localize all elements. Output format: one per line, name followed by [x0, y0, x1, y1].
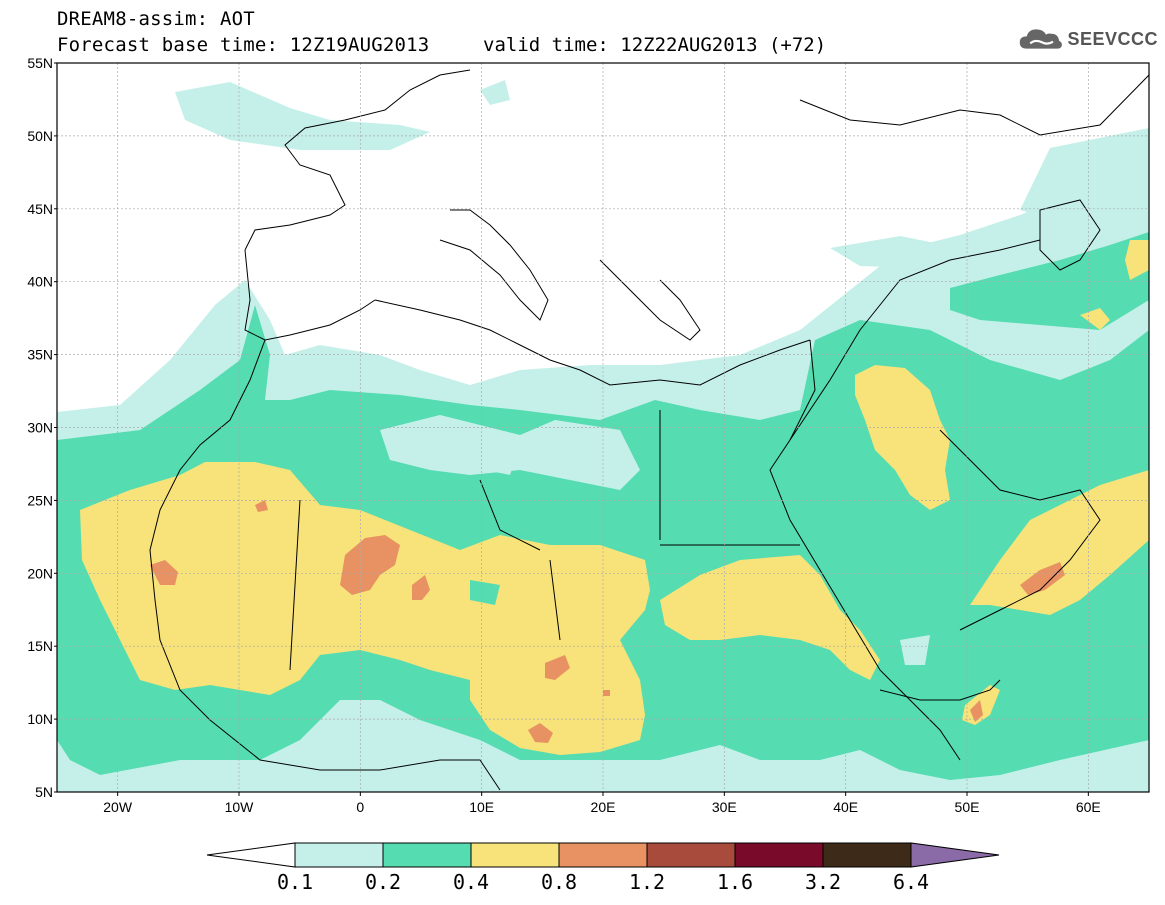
map-title: DREAM8-assim: AOT: [57, 8, 255, 30]
colorbar-label: 1.6: [717, 870, 753, 894]
seevccc-logo: SEEVCCC: [1018, 24, 1158, 54]
lon-label-50E: 50E: [955, 799, 980, 815]
aot-field-0-4: [80, 240, 1149, 755]
latitude-labels: 55N 50N 45N 40N 35N 30N 25N 20N 15N 10N 5N: [27, 55, 57, 800]
colorbar-segment: [822, 842, 912, 868]
lon-label-10W: 10W: [225, 799, 255, 815]
lon-label-40E: 40E: [833, 799, 858, 815]
lon-label-30E: 30E: [712, 799, 737, 815]
colorbar-label: 0.4: [453, 870, 489, 894]
colorbar-segment: [734, 842, 824, 868]
lon-label-20W: 20W: [103, 799, 133, 815]
colorbar-label: 0.2: [365, 870, 401, 894]
logo-text: SEEVCCC: [1067, 28, 1158, 49]
lat-label-20N: 20N: [27, 565, 53, 581]
colorbar-label: 1.2: [629, 870, 665, 894]
lat-label-10N: 10N: [27, 711, 53, 727]
aot-field-0-1-inner: [380, 415, 930, 665]
colorbar-segment: [294, 842, 384, 868]
lon-label-60E: 60E: [1076, 799, 1101, 815]
forecast-base-time: Forecast base time: 12Z19AUG2013: [57, 34, 430, 56]
lat-label-35N: 35N: [27, 347, 53, 363]
colorbar-segment: [470, 842, 560, 868]
lon-label-0: 0: [356, 799, 364, 815]
lon-label-10E: 10E: [469, 799, 494, 815]
colorbar-segment: [558, 842, 648, 868]
colorbar: 0.1 0.2 0.4 0.8 1.2 1.6 3.2 6.4: [206, 842, 1000, 894]
lat-label-50N: 50N: [27, 128, 53, 144]
aot-field-0-8: [150, 500, 1065, 743]
colorbar-under-arrow: [206, 842, 296, 868]
colorbar-label: 0.1: [277, 870, 313, 894]
colorbar-segment: [646, 842, 736, 868]
colorbar-label: 0.8: [541, 870, 577, 894]
lat-label-5N: 5N: [35, 784, 53, 800]
coastlines: [149, 69, 1149, 791]
lat-label-15N: 15N: [27, 638, 53, 654]
cloud-icon: [1019, 29, 1062, 49]
colorbar-over-arrow: [910, 842, 1000, 868]
longitude-labels: 20W 10W 0 10E 20E 30E 40E 50E 60E: [103, 792, 1101, 815]
lat-label-45N: 45N: [27, 201, 53, 217]
map-grid: [57, 63, 1149, 792]
lat-label-55N: 55N: [27, 55, 53, 71]
lon-label-20E: 20E: [591, 799, 616, 815]
lat-label-40N: 40N: [27, 274, 53, 290]
colorbar-segment: [382, 842, 472, 868]
colorbar-label: 3.2: [805, 870, 841, 894]
valid-time: valid time: 12Z22AUG2013 (+72): [483, 34, 827, 56]
colorbar-label: 6.4: [893, 870, 929, 894]
lat-label-25N: 25N: [27, 492, 53, 508]
lat-label-30N: 30N: [27, 420, 53, 436]
map-panel: [57, 63, 1149, 792]
